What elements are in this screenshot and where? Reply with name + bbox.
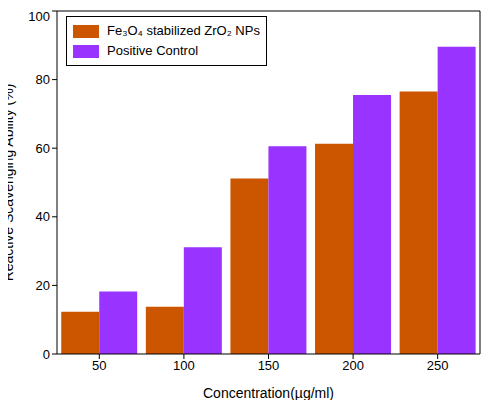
- svg-text:150: 150: [258, 358, 280, 373]
- svg-text:250: 250: [427, 358, 449, 373]
- html-text:Positive Control: Positive Control: [107, 43, 198, 58]
- svg-text:100: 100: [28, 9, 50, 24]
- svg-text:0: 0: [43, 347, 50, 362]
- svg-text:40: 40: [36, 209, 50, 224]
- svg-text:100: 100: [173, 358, 195, 373]
- svg-text:50: 50: [92, 358, 106, 373]
- svg-text:200: 200: [342, 358, 364, 373]
- svg-text:80: 80: [36, 72, 50, 87]
- html-text:Fe₃O₄ stabilized ZrO₂ NPs: Fe₃O₄ stabilized ZrO₂ NPs: [107, 23, 260, 38]
- svg-text:60: 60: [36, 141, 50, 156]
- svg-text:Concentration(µg/ml): Concentration(µg/ml): [203, 385, 334, 400]
- svg-text:Reactive Scavenging Ability (%: Reactive Scavenging Ability (%): [8, 84, 16, 282]
- svg-text:20: 20: [36, 278, 50, 293]
